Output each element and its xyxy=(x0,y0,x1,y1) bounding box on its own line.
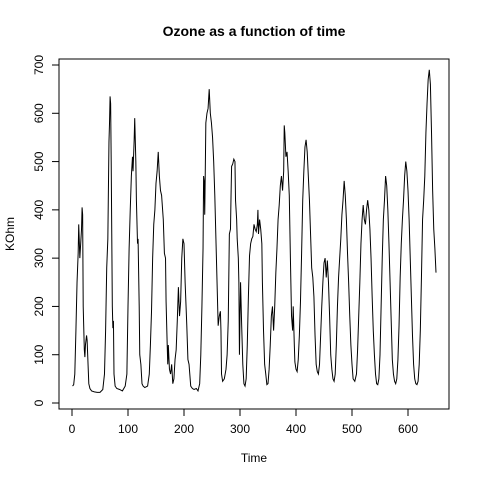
x-tick-label: 400 xyxy=(286,422,306,436)
y-axis: 0 100 200 300 400 500 600 700 xyxy=(32,55,60,406)
x-axis: 0 100 200 300 400 500 600 xyxy=(69,408,418,436)
y-tick-label: 400 xyxy=(32,200,46,220)
x-tick-label: 100 xyxy=(118,422,138,436)
y-tick-label: 600 xyxy=(32,103,46,123)
y-tick-label: 500 xyxy=(32,151,46,171)
ozone-series-line xyxy=(72,69,437,393)
y-axis-label: KOhm xyxy=(3,217,17,251)
y-tick-label: 700 xyxy=(32,55,46,75)
x-tick-label: 600 xyxy=(398,422,418,436)
chart-title: Ozone as a function of time xyxy=(163,23,346,39)
x-tick-label: 0 xyxy=(69,422,76,436)
x-tick-label: 200 xyxy=(174,422,194,436)
y-tick-label: 300 xyxy=(32,248,46,268)
y-tick-label: 100 xyxy=(32,344,46,364)
y-tick-label: 200 xyxy=(32,296,46,316)
x-tick-label: 500 xyxy=(342,422,362,436)
x-tick-label: 300 xyxy=(230,422,250,436)
y-tick-label: 0 xyxy=(32,399,46,406)
x-axis-label: Time xyxy=(241,451,268,465)
